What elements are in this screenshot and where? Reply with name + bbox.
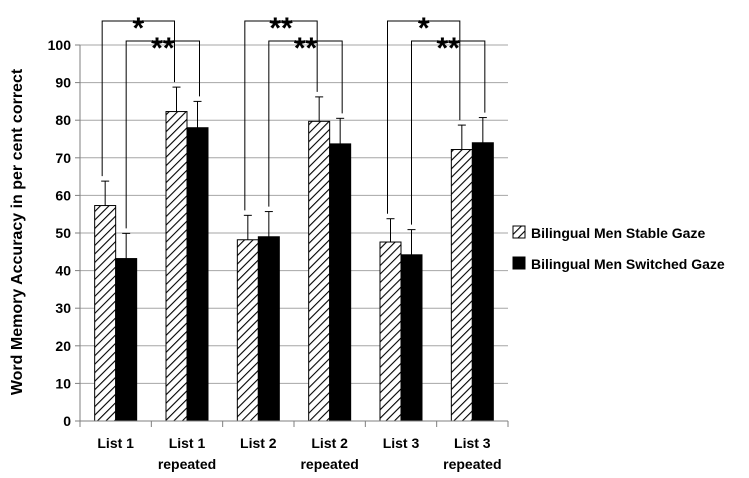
y-tick-label: 40 bbox=[55, 263, 71, 279]
bar-switched-gaze bbox=[257, 236, 280, 422]
significance-bracket bbox=[125, 40, 200, 229]
legend: Bilingual Men Stable Gaze Bilingual Men S… bbox=[512, 225, 725, 272]
y-tick-label: 30 bbox=[55, 300, 71, 316]
bar-switched-gaze bbox=[115, 258, 138, 422]
x-category-label: List 1 repeated bbox=[158, 435, 216, 472]
legend-label-switched-gaze: Bilingual Men Switched Gaze bbox=[531, 256, 725, 272]
bar-stable-gaze bbox=[379, 241, 402, 422]
x-category-line: List 1 bbox=[97, 435, 134, 451]
x-category-label: List 3 repeated bbox=[443, 435, 501, 472]
x-category-label: List 2 repeated bbox=[300, 435, 358, 472]
x-category-line: repeated bbox=[300, 456, 358, 472]
significance-label: * bbox=[418, 12, 430, 45]
significance-bracket bbox=[101, 20, 175, 177]
legend-swatch-stable-gaze bbox=[512, 225, 526, 239]
y-axis-ticks: 0 10 20 30 40 50 60 70 80 90 100 bbox=[48, 37, 80, 429]
y-tick-label: 0 bbox=[63, 413, 71, 429]
x-category-line: List 2 bbox=[240, 435, 277, 451]
x-category-line: List 2 bbox=[311, 435, 348, 451]
x-category-line: repeated bbox=[158, 456, 216, 472]
y-tick-label: 50 bbox=[55, 225, 71, 241]
bar-stable-gaze bbox=[308, 120, 331, 422]
x-category-line: repeated bbox=[443, 456, 501, 472]
bar-stable-gaze bbox=[165, 111, 188, 422]
y-tick-label: 100 bbox=[48, 37, 72, 53]
legend-label-stable-gaze: Bilingual Men Stable Gaze bbox=[531, 225, 705, 241]
x-category-label: List 2 bbox=[240, 435, 277, 451]
error-bars bbox=[101, 86, 487, 259]
y-axis-label: Word Memory Accuracy in per cent correct bbox=[9, 68, 26, 395]
x-category-line: List 1 bbox=[169, 435, 206, 451]
bar-stable-gaze bbox=[450, 149, 473, 422]
bar-stable-gaze bbox=[94, 205, 117, 422]
bar-switched-gaze bbox=[400, 254, 423, 422]
y-tick-label: 90 bbox=[55, 75, 71, 91]
significance-bracket bbox=[268, 40, 343, 207]
y-tick-label: 60 bbox=[55, 187, 71, 203]
y-tick-label: 80 bbox=[55, 112, 71, 128]
significance-brackets: ********** bbox=[101, 12, 486, 229]
axes bbox=[79, 45, 509, 427]
significance-label: ** bbox=[269, 12, 293, 45]
y-tick-label: 70 bbox=[55, 150, 71, 166]
bar-switched-gaze bbox=[186, 127, 209, 422]
x-category-line: List 3 bbox=[383, 435, 420, 451]
legend-swatch-switched-gaze bbox=[512, 256, 526, 270]
significance-bracket bbox=[244, 20, 318, 211]
significance-label: ** bbox=[151, 32, 175, 65]
significance-label: * bbox=[132, 12, 144, 45]
y-tick-label: 10 bbox=[55, 375, 71, 391]
bar-stable-gaze bbox=[236, 239, 259, 422]
significance-label: ** bbox=[294, 32, 318, 65]
x-category-label: List 3 bbox=[383, 435, 420, 451]
y-tick-label: 20 bbox=[55, 338, 71, 354]
gridlines bbox=[80, 44, 508, 384]
x-axis-categories: List 1 List 1 repeated List 2 List 2 repeated… bbox=[97, 435, 501, 472]
significance-bracket bbox=[411, 40, 486, 225]
x-category-line: List 3 bbox=[454, 435, 491, 451]
significance-label: ** bbox=[436, 32, 460, 65]
bar-switched-gaze bbox=[471, 142, 494, 422]
bar-switched-gaze bbox=[329, 143, 352, 422]
significance-bracket bbox=[387, 20, 461, 214]
x-category-label: List 1 bbox=[97, 435, 134, 451]
